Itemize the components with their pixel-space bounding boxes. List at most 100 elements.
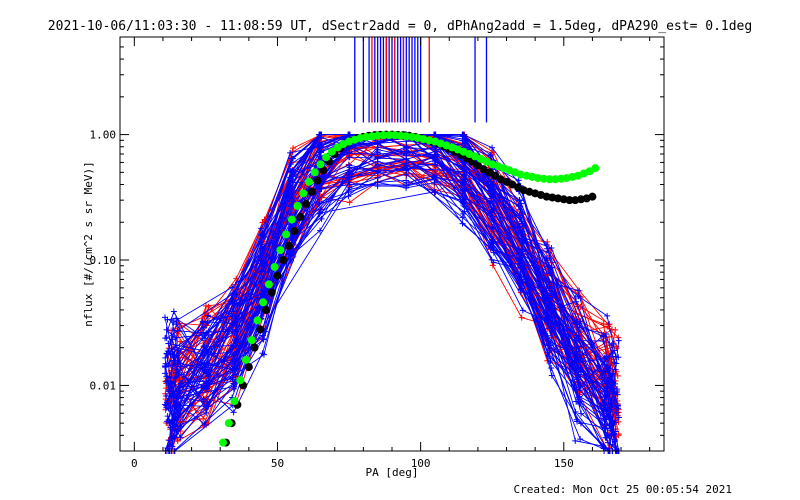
plus-marker <box>228 313 235 320</box>
plus-marker <box>202 302 209 309</box>
plus-marker <box>403 183 410 190</box>
plus-marker <box>602 425 609 432</box>
plus-marker <box>231 362 238 369</box>
fit-point <box>299 189 308 198</box>
plus-marker <box>374 183 381 190</box>
fit-point <box>491 171 500 180</box>
axes-layer: 0 50 100 150 0.01 0.10 1.00 <box>90 36 664 470</box>
plus-marker <box>519 307 526 314</box>
plus-marker <box>203 405 210 412</box>
plus-marker <box>515 251 522 258</box>
plus-marker <box>346 131 353 138</box>
plus-marker <box>574 418 581 425</box>
plus-marker <box>546 270 553 277</box>
plus-marker <box>175 414 182 421</box>
plus-marker <box>231 300 238 307</box>
fit-point <box>296 213 305 222</box>
plus-marker <box>547 297 554 304</box>
y-axis-label: nflux [#/(cm^2 s sr MeV)] <box>82 161 95 327</box>
plus-marker <box>489 223 496 230</box>
plus-marker <box>260 232 267 239</box>
plus-marker <box>489 206 496 213</box>
plus-marker <box>615 414 622 421</box>
spectrum-line <box>169 171 618 452</box>
plus-marker <box>575 379 582 386</box>
plus-marker <box>229 328 236 335</box>
plus-marker <box>233 292 240 299</box>
plus-marker <box>547 264 554 271</box>
plus-marker <box>487 153 494 160</box>
plus-marker <box>517 261 524 268</box>
plus-marker <box>461 196 468 203</box>
plus-marker <box>205 360 212 367</box>
plus-marker <box>346 176 353 183</box>
fit-point <box>565 196 574 205</box>
plus-marker <box>517 271 524 278</box>
plus-marker <box>287 149 294 156</box>
x-tick-label: 100 <box>411 457 431 470</box>
fit-point <box>250 343 259 352</box>
plus-marker <box>547 358 554 365</box>
plus-marker <box>259 275 266 282</box>
x-axis-label: PA [deg] <box>366 466 419 479</box>
fit-point <box>322 153 331 162</box>
fit-point <box>591 164 600 173</box>
plus-marker <box>403 162 410 169</box>
plus-marker <box>461 164 468 171</box>
plus-marker <box>204 399 211 406</box>
fit-point <box>219 438 228 447</box>
plus-marker <box>548 364 555 371</box>
plus-marker <box>317 227 324 234</box>
plus-marker <box>460 176 467 183</box>
plus-marker <box>177 363 184 370</box>
plus-marker <box>403 143 410 150</box>
plus-marker <box>577 357 584 364</box>
fit-point <box>545 175 554 184</box>
plus-marker <box>230 290 237 297</box>
plus-marker <box>578 410 585 417</box>
plus-marker <box>607 432 614 439</box>
fit-point <box>290 227 299 236</box>
plus-marker <box>346 149 353 156</box>
plus-marker <box>234 339 241 346</box>
plus-marker <box>575 371 582 378</box>
plus-marker <box>548 244 555 251</box>
spectrum-line <box>169 150 617 452</box>
plus-marker <box>163 335 170 342</box>
plus-marker <box>164 348 171 355</box>
plus-marker <box>543 283 550 290</box>
plus-marker <box>167 442 174 449</box>
x-tick-label: 0 <box>131 457 138 470</box>
spectrum-line <box>171 134 582 367</box>
plus-marker <box>318 194 325 201</box>
fit-point <box>385 131 394 140</box>
plus-marker <box>205 303 212 310</box>
plus-marker <box>164 397 171 404</box>
plus-marker <box>199 318 206 325</box>
plus-marker <box>174 357 181 364</box>
fit-point <box>307 187 316 196</box>
plus-marker <box>258 268 265 275</box>
plus-marker <box>167 351 174 358</box>
plus-marker <box>232 326 239 333</box>
plus-marker <box>460 186 467 193</box>
green-fit-points <box>219 131 600 447</box>
plus-marker <box>572 294 579 301</box>
plus-marker <box>608 406 615 413</box>
plus-marker <box>489 200 496 207</box>
plus-marker <box>613 409 620 416</box>
plus-marker <box>290 173 297 180</box>
y-tick-label: 1.00 <box>90 129 117 142</box>
plus-marker <box>290 145 297 152</box>
plus-marker <box>575 326 582 333</box>
plus-marker <box>318 131 325 138</box>
plus-marker <box>459 220 466 227</box>
plus-marker <box>317 185 324 192</box>
plus-marker <box>261 257 268 264</box>
plus-marker <box>161 314 168 321</box>
plus-marker <box>175 394 182 401</box>
plus-marker <box>489 144 496 151</box>
plus-marker <box>518 276 525 283</box>
plus-marker <box>489 193 496 200</box>
